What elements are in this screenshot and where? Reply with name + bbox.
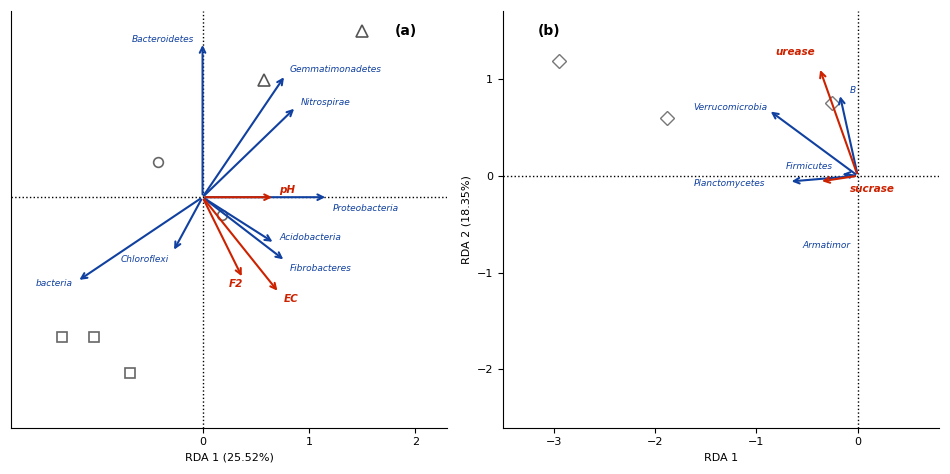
Text: Bacteroidetes: Bacteroidetes	[132, 35, 194, 44]
Text: EC: EC	[283, 294, 298, 304]
Text: (b): (b)	[538, 24, 560, 37]
Text: (a): (a)	[395, 24, 417, 37]
Text: Chloroflexi: Chloroflexi	[121, 255, 168, 264]
Text: pH: pH	[279, 185, 295, 195]
Text: Fibrobacteres: Fibrobacteres	[290, 264, 352, 273]
Y-axis label: RDA 2 (18.35%): RDA 2 (18.35%)	[461, 175, 471, 264]
Text: B: B	[849, 86, 856, 95]
Text: Firmicutes: Firmicutes	[786, 162, 832, 171]
Text: Planctomycetes: Planctomycetes	[694, 179, 765, 188]
Text: Verrucomicrobia: Verrucomicrobia	[694, 103, 768, 112]
Text: Gemmatimonadetes: Gemmatimonadetes	[290, 65, 382, 74]
Text: urease: urease	[775, 47, 815, 57]
Text: sucrase: sucrase	[849, 184, 895, 194]
X-axis label: RDA 1: RDA 1	[704, 453, 738, 463]
X-axis label: RDA 1 (25.52%): RDA 1 (25.52%)	[184, 453, 274, 463]
Text: Nitrospirae: Nitrospirae	[300, 98, 351, 107]
Text: bacteria: bacteria	[36, 279, 73, 288]
Text: Armatimor: Armatimor	[802, 241, 850, 250]
Text: Proteobacteria: Proteobacteria	[332, 204, 398, 213]
Text: Acidobacteria: Acidobacteria	[279, 233, 341, 242]
Text: F2: F2	[229, 279, 243, 289]
